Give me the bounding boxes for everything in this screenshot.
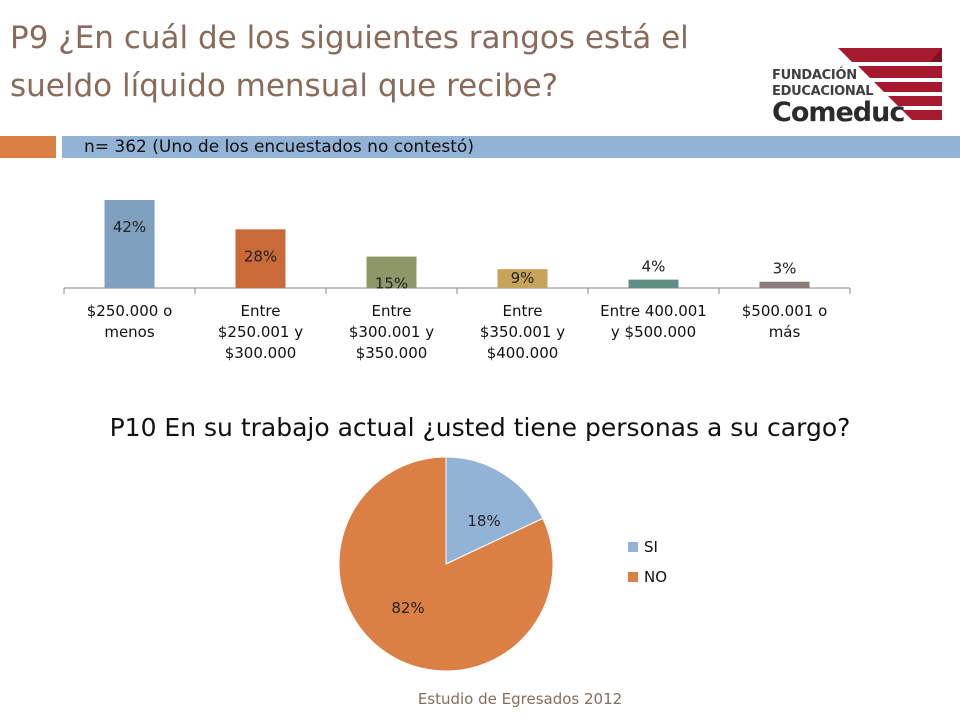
bar-data-label: 15% [375,275,408,293]
bar-data-label: 42% [113,218,146,236]
legend-label: NO [644,568,667,586]
legend-swatch [628,542,638,552]
salary-bar-chart: 42% $250.000 o menos 28% Entre $250.001 y $300… [63,200,851,362]
bar [497,269,548,288]
category-tick-label: más [769,323,801,341]
category-tick-label: Entre [372,302,412,320]
p10-title: P10 En su trabajo actual ¿usted tiene pe… [109,413,851,442]
bar [628,279,679,288]
category-tick-label: $250.001 y [218,323,303,341]
category-tick-label: menos [104,323,155,341]
category-tick-label: $350.000 [356,344,428,362]
bar [759,281,810,288]
legend-label: SI [644,538,658,556]
bar [366,256,417,288]
logo-stripes-icon [838,48,942,120]
accent-band-blue [62,136,960,158]
category-tick-label: $300.001 y [349,323,434,341]
comeduc-logo: FUNDACIÓN EDUCACIONAL Comeduc [772,48,942,130]
category-tick-label: $350.001 y [480,323,565,341]
pie-data-label: 18% [467,512,500,530]
bar-data-label: 28% [244,247,277,265]
category-tick-label: $400.000 [487,344,559,362]
slide-title: P9 ¿En cuál de los siguientes rangos est… [10,20,689,104]
category-tick-label: $300.000 [225,344,297,362]
legend-swatch [628,572,638,582]
category-tick-label: Entre [503,302,543,320]
bar-data-label: 3% [773,260,797,278]
bar-data-label: 9% [511,269,535,287]
logo-line2: EDUCACIONAL [772,84,874,99]
category-tick-label: $500.001 o [742,302,828,320]
category-tick-label: y $500.000 [611,323,696,341]
footer-text: Estudio de Egresados 2012 [417,690,623,708]
pie-slice [445,456,544,565]
pie-slice [338,456,554,672]
bar [104,200,155,288]
accent-band-orange [0,136,56,158]
category-tick-label: Entre [241,302,281,320]
staff-pie-chart: 18% 82% SI NO [338,456,667,672]
logo-line3: Comeduc [772,97,905,128]
category-tick-label: Entre 400.001 [600,302,707,320]
pie-data-label: 82% [391,599,424,617]
sample-size-note: n= 362 (Uno de los encuestados no contes… [84,137,474,157]
category-tick-label: $250.000 o [87,302,173,320]
bar [235,229,286,288]
logo-line1: FUNDACIÓN [772,68,857,83]
bar-data-label: 4% [642,258,666,276]
